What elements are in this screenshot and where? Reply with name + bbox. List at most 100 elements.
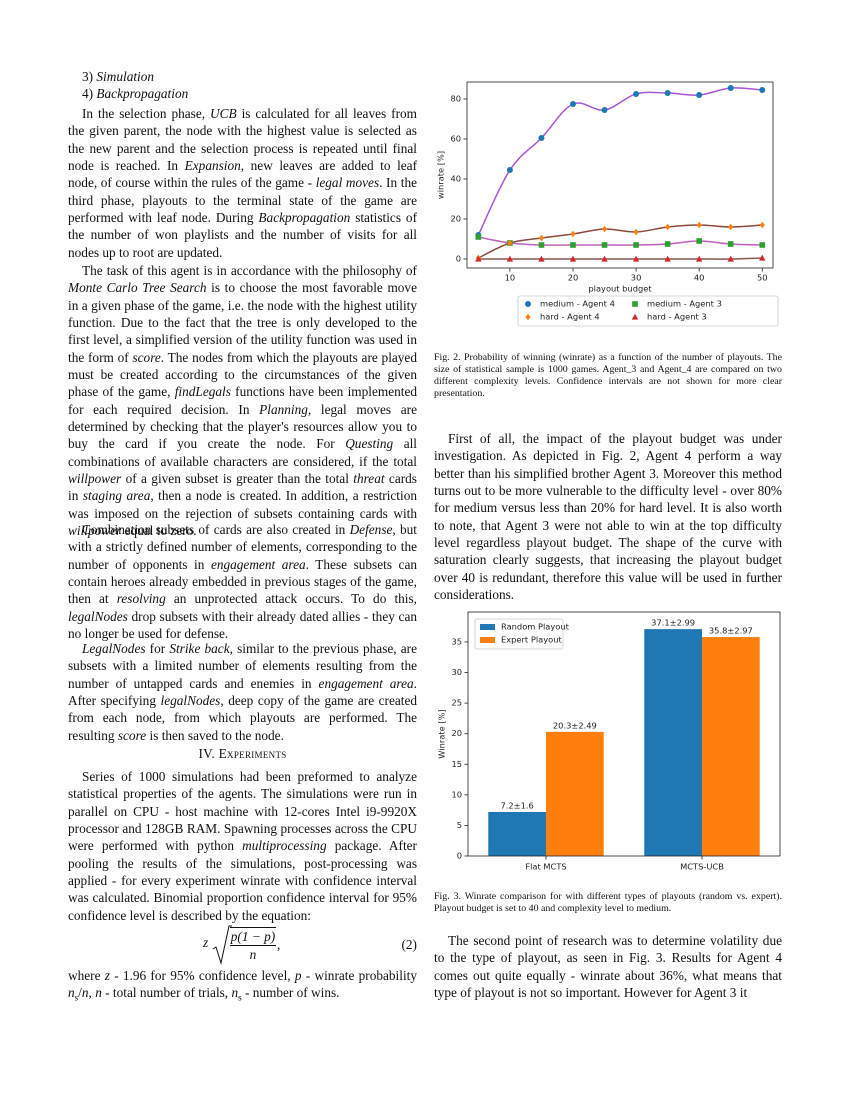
text-run: - 1.96 for 95% confidence level, [109, 968, 295, 983]
equation: z p(1 − p) n , (2) [200, 925, 417, 967]
list: 3) Simulation 4) Backpropagation [68, 68, 417, 103]
text-run: , but with a strictly defined number of … [68, 522, 417, 572]
x-tick-label: 40 [694, 273, 705, 283]
italic-run: Expansion [184, 158, 241, 174]
marker [525, 313, 531, 321]
marker [759, 87, 766, 93]
y-axis-label: Winrate [%] [437, 709, 447, 758]
marker [696, 221, 702, 229]
italic-run: score [117, 727, 147, 743]
legend-swatch [480, 637, 495, 643]
text-run: drop subsets with their already dated al… [68, 608, 417, 642]
italic-run: legalNodes [68, 608, 128, 624]
y-tick-label: 40 [450, 174, 461, 184]
marker [633, 242, 639, 248]
plot-frame [467, 611, 781, 857]
x-tick-label: 10 [505, 273, 516, 283]
marker [728, 223, 734, 231]
subscript: s [238, 993, 242, 1003]
text-run: is calculated for all leaves from the gi… [68, 106, 417, 174]
text-run: The task of this agent is in accordance … [82, 263, 417, 278]
italic-run: Simulation [96, 69, 155, 84]
italic-run: legalNodes [160, 693, 221, 709]
marker [632, 255, 640, 262]
marker [475, 234, 482, 240]
marker [569, 255, 577, 262]
marker [633, 91, 640, 97]
text-run: . In the third phase, playouts to the te… [68, 175, 417, 226]
italic-run: staging area [82, 488, 151, 504]
italic-run: Monte Carlo Tree Search [68, 280, 207, 296]
text-run: functions have been implemented for each… [68, 384, 418, 417]
bar [702, 637, 760, 856]
figure-caption: Fig. 3. Winrate comparison for with diff… [434, 891, 782, 914]
italic-run: willpower [68, 523, 122, 539]
italic-run: Backpropagation [96, 86, 189, 102]
marker [506, 167, 513, 173]
text-run: - total number of trials, [101, 985, 232, 1001]
marker [695, 255, 703, 262]
text-run: an unprotected attack occurs. To do this… [165, 591, 417, 607]
marker [696, 92, 703, 98]
legend-label: medium - Agent 4 [540, 299, 615, 309]
text-run: / [78, 985, 82, 1001]
x-tick-label: 20 [568, 273, 579, 283]
fit-line [478, 236, 763, 246]
x-axis-label: playout budget [588, 284, 652, 294]
text-run: The second point of research was to dete… [434, 933, 782, 1001]
marker [538, 255, 545, 262]
italic-run: legal moves [315, 175, 380, 191]
text-run: , deep copy of the game are created from… [68, 693, 417, 743]
text-run: cards in [68, 471, 417, 504]
italic-run: Defense [349, 522, 393, 537]
line-chart: 0 20 40 60 80 winrate [%] 10 20 30 40 50 playout bu… [436, 81, 779, 327]
italic-run: threat [353, 471, 385, 487]
marker [506, 255, 514, 262]
paragraph: Series of 1000 simulations had been pref… [68, 768, 417, 924]
paragraph: LegalNodes for Strike back, similar to t… [68, 640, 417, 744]
paragraph: In the selection phase, UCB is calculate… [68, 105, 417, 261]
y-tick-label: 30 [451, 667, 462, 677]
bar [644, 629, 702, 856]
sqrt-sign [212, 925, 232, 965]
text-run: equal to zero. [121, 523, 197, 539]
y-tick-label: 0 [456, 254, 461, 264]
value-label: 7.2±1.6 [500, 800, 533, 810]
legend-label: medium - Agent 3 [647, 299, 722, 309]
marker [601, 107, 608, 113]
italic-run: z [104, 968, 110, 983]
text-run: is then saved to the node. [146, 727, 284, 743]
y-tick-label: 20 [451, 728, 462, 738]
bar-chart: 0 5 10 15 20 25 30 35 Winrate [%] Flat MCTS 7.2±1.… [437, 611, 781, 872]
text-run: - number of wins. [241, 985, 340, 1001]
eq-number: (2) [401, 937, 417, 952]
eq-comma: , [277, 937, 281, 952]
text-run: - winrate probability [301, 968, 417, 983]
fit-line [478, 257, 763, 260]
marker [664, 241, 671, 247]
list-item: 3) Simulation [68, 68, 417, 85]
eq-numerator: p(1 − p) [230, 927, 276, 946]
y-axis-label: winrate [%] [436, 151, 446, 199]
marker [633, 228, 639, 236]
text-run: statistics of the number of won playlist… [68, 210, 417, 260]
marker [632, 301, 638, 307]
y-tick-label: 5 [457, 820, 462, 830]
marker [664, 255, 671, 262]
fit-line [478, 224, 763, 259]
italic-run: Questing [345, 436, 394, 452]
y-tick-label: 0 [457, 851, 462, 861]
marker [601, 225, 608, 233]
italic-run: Strike back [169, 641, 230, 656]
text-run: First of all, the impact of the playout … [434, 431, 782, 603]
text-run: , then a node is created. In addition, a… [68, 488, 417, 521]
italic-run: n [231, 985, 239, 1001]
marker [759, 242, 766, 248]
text-run: is to choose the most favorable move in … [68, 280, 417, 365]
marker [570, 230, 576, 238]
marker [696, 238, 702, 244]
legend-label: hard - Agent 3 [647, 312, 707, 322]
y-tick-label: 10 [451, 789, 462, 799]
italic-run: n [95, 985, 102, 1001]
marker [570, 242, 576, 248]
